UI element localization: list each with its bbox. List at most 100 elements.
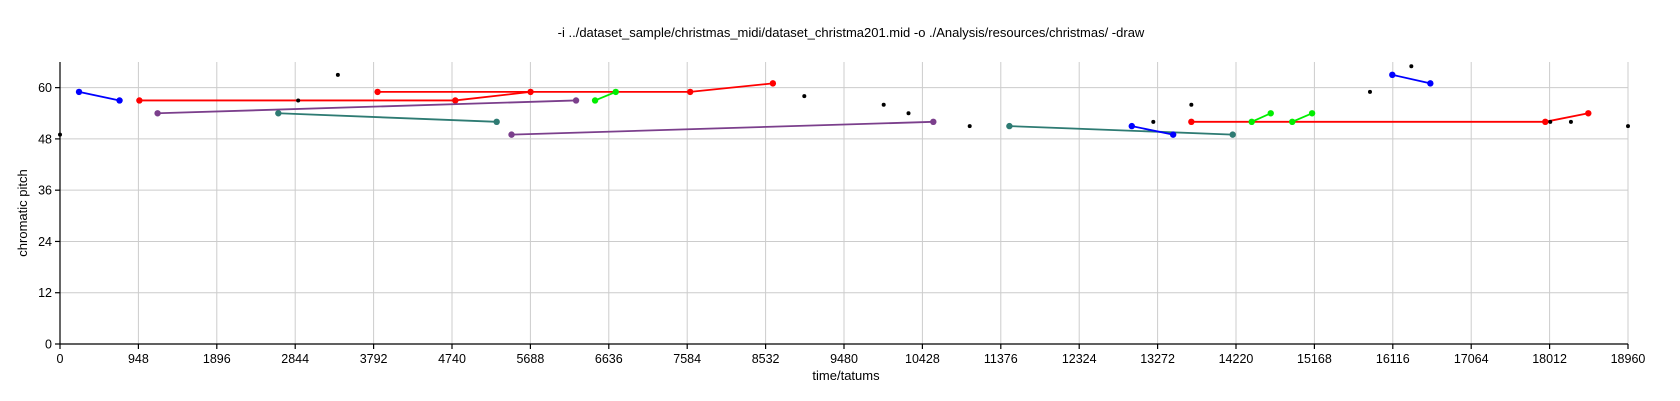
series-2 [136,88,534,104]
isolated-point [1367,89,1372,94]
isolated-point [1151,119,1156,124]
series-point [572,97,580,104]
x-tick-label: 13272 [1140,352,1175,366]
x-tick-label: 12324 [1062,352,1097,366]
series-point [1308,110,1316,117]
series-point [612,88,619,96]
x-tick-label: 0 [57,352,64,366]
isolated-point [802,94,807,99]
isolated-point [296,98,301,103]
y-tick-label: 36 [38,184,52,198]
series-point [769,80,777,87]
x-tick-label: 1896 [203,352,231,366]
series-line [1251,112,1272,123]
isolated-point [1548,119,1553,124]
series-line [78,91,120,102]
series-line [594,91,617,102]
series-line [1009,125,1233,136]
isolated-point [881,102,886,107]
y-tick-label: 60 [38,81,52,95]
x-tick-label: 18960 [1611,352,1646,366]
series-line [157,99,577,115]
isolated-point [335,72,340,77]
y-axis-label: chromatic pitch [15,169,30,256]
series-10 [1188,110,1592,126]
x-tick-label: 18012 [1532,352,1567,366]
series-point [686,88,694,96]
y-tick-label: 12 [38,286,52,300]
series-point [1169,131,1177,138]
x-tick-label: 7584 [673,352,701,366]
isolated-point [1409,64,1414,69]
isolated-points [58,64,1630,137]
x-tick-label: 14220 [1219,352,1254,366]
series-4 [275,110,500,126]
x-tick-label: 4740 [438,352,466,366]
chart-title: -i ../dataset_sample/christmas_midi/data… [558,25,1145,40]
x-tick-label: 15168 [1297,352,1332,366]
x-tick-label: 6636 [595,352,623,366]
series-point [1289,118,1296,126]
series-point [452,97,459,104]
series-point [493,118,500,126]
series-13 [1389,71,1434,87]
x-tick-label: 948 [128,352,149,366]
series-12 [1289,110,1316,126]
series-point [1389,71,1396,79]
series-point [75,88,83,96]
y-tick-label: 24 [38,235,52,249]
isolated-point [1189,102,1194,107]
series-point [275,110,282,117]
series-11 [1248,110,1274,126]
series-8 [1006,122,1236,138]
series-5 [374,80,777,96]
series-line [1131,125,1174,136]
series-line [1392,73,1431,85]
grid [59,62,1629,345]
series-layer [75,71,1592,138]
x-tick-label: 3792 [360,352,388,366]
series-line [511,120,934,136]
y-tick-label: 48 [38,132,52,146]
series-6 [591,88,619,104]
isolated-point [1626,124,1630,129]
isolated-point [906,111,911,116]
series-point [1248,118,1255,126]
x-tick-label: 11376 [984,352,1018,366]
series-point [1585,110,1592,117]
series-point [136,97,143,104]
series-point [1267,110,1274,117]
x-tick-label: 9480 [830,352,858,366]
isolated-point [967,124,972,129]
series-7 [508,118,937,138]
isolated-point [1568,119,1573,124]
x-tick-label: 5688 [516,352,544,366]
x-tick-label: 16116 [1376,352,1410,366]
series-point [374,88,381,96]
series-point [1128,122,1135,130]
series-line [278,112,497,123]
series-point [1229,131,1236,138]
x-tick-label: 8532 [752,352,780,366]
series-point [154,110,161,117]
x-tick-label: 17064 [1454,352,1489,366]
series-line [139,91,531,102]
series-point [930,118,937,126]
x-axis-label: time/tatums [812,368,880,383]
x-tick-label: 2844 [281,352,309,366]
series-point [1427,80,1434,87]
series-point [591,97,599,104]
y-tick-label: 0 [45,338,52,352]
series-3 [154,97,580,117]
series-point [1188,118,1195,126]
series-9 [1128,122,1177,138]
x-tick-label: 10428 [905,352,940,366]
isolated-point [58,132,62,137]
series-line [1291,112,1313,123]
series-point [116,97,123,104]
series-1 [75,88,123,104]
series-point [508,131,515,138]
axes: 0 948 1896 2844 3792 4740 5688 6636 7584 8532 9480… [38,62,1645,366]
series-point [1542,118,1549,126]
